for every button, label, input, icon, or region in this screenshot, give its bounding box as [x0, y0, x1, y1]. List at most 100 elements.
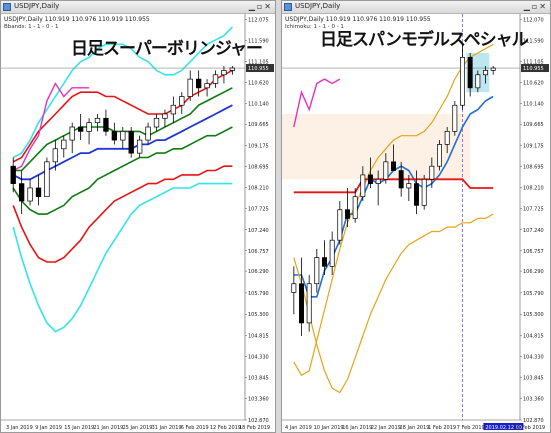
- candle: [375, 178, 381, 184]
- y-tick-label: 111.105: [248, 59, 269, 65]
- lagging-span-line: [293, 78, 341, 128]
- chart-window-left[interactable]: USDJPY,Daily ▁▫✕ 112.075 111.590 111.105 11…: [0, 0, 276, 433]
- chart-window-icon: [3, 3, 11, 11]
- y-tick-label: 102.870: [248, 418, 269, 424]
- candle: [94, 117, 101, 124]
- series-line-4: [12, 126, 233, 215]
- candle: [195, 78, 202, 89]
- candle: [10, 165, 16, 184]
- candle: [69, 126, 75, 141]
- y-tick-label: 109.175: [523, 144, 544, 150]
- window-title: USDJPY,Daily: [14, 2, 60, 10]
- y-tick-label: 110.140: [248, 102, 269, 108]
- y-tick-label: 110.140: [523, 102, 544, 108]
- symbol-line: USDJPY,Daily 110.919 110.976 110.919 110…: [285, 16, 431, 23]
- window-titlebar[interactable]: USDJPY,Daily ▁▫✕: [1, 1, 275, 14]
- x-tick-label: 6 Feb 2019: [181, 425, 209, 431]
- x-tick-label: 31 Jan 2019: [152, 425, 182, 431]
- series-line-5: [12, 165, 233, 263]
- lagging-span-line: [12, 82, 90, 172]
- x-tick-label: 4 Jan 2019: [285, 425, 312, 431]
- candle: [61, 139, 67, 150]
- candle: [77, 126, 84, 132]
- y-tick-label: 111.105: [523, 59, 544, 65]
- window-controls-icon[interactable]: ▁▫✕: [523, 2, 548, 11]
- y-tick-label: 106.757: [523, 249, 544, 255]
- y-tick-label: 107.240: [248, 228, 269, 234]
- candle: [314, 257, 320, 285]
- candle: [452, 104, 458, 132]
- x-tick-label: 16 Jan 2019: [342, 425, 372, 431]
- candle: [368, 174, 373, 184]
- y-tick-label: 103.845: [248, 376, 269, 382]
- candle: [44, 161, 50, 198]
- y-tick-label: 107.240: [523, 228, 544, 234]
- candle: [383, 161, 389, 180]
- y-tick-label: 108.695: [248, 164, 269, 170]
- candle: [170, 104, 177, 115]
- candle: [179, 96, 185, 106]
- plot-area-right[interactable]: 112.070 111.590 111.105 110.620 110.140 109.6…: [282, 14, 550, 432]
- candle: [299, 283, 304, 324]
- y-tick-label: 112.070: [523, 17, 544, 23]
- series-line-6: [12, 182, 233, 333]
- y-tick-label: 104.330: [523, 354, 544, 360]
- x-tick-label: 22 Jan 2019: [371, 425, 401, 431]
- x-tick-label: 3 Jan 2019: [6, 425, 33, 431]
- chart-window-right[interactable]: USDJPY,Daily ▁▫✕ 112.070 111.590 111.105 11…: [281, 0, 551, 433]
- candle: [128, 131, 134, 154]
- candle: [306, 283, 312, 324]
- window-titlebar[interactable]: USDJPY,Daily ▁▫✕: [282, 1, 550, 14]
- candle: [103, 117, 109, 132]
- y-tick-label: 104.815: [523, 333, 544, 339]
- super-bollinger-chart[interactable]: 112.075 111.590 111.105 110.620 110.140 109.6…: [1, 14, 275, 432]
- x-tick-label: 12 Feb 2019: [210, 425, 241, 431]
- candle: [136, 139, 143, 154]
- y-tick-label: 103.360: [523, 397, 544, 403]
- candle: [429, 165, 435, 180]
- series-line-3: [293, 213, 494, 394]
- window-title: USDJPY,Daily: [295, 2, 341, 10]
- window-controls-icon[interactable]: ▁▫✕: [248, 2, 273, 11]
- price-label: 110.955: [523, 66, 544, 72]
- candle: [398, 170, 404, 189]
- candle: [204, 83, 210, 89]
- y-tick-label: 106.290: [248, 269, 269, 275]
- candle: [27, 187, 33, 202]
- series-line-3: [12, 104, 233, 181]
- y-tick-label: 109.175: [248, 144, 269, 150]
- candle: [483, 70, 488, 76]
- candle: [52, 148, 59, 163]
- y-tick-label: 105.790: [523, 291, 544, 297]
- candle: [162, 113, 168, 119]
- series-line-1: [12, 69, 233, 163]
- x-tick-label: 15 Jan 2019: [64, 425, 94, 431]
- candle: [475, 74, 481, 89]
- chart-window-icon: [284, 3, 292, 11]
- x-tick-label: 10 Jan 2019: [314, 425, 344, 431]
- y-tick-label: 109.665: [523, 122, 544, 128]
- x-tick-label: 18 Feb 2019: [239, 425, 270, 431]
- candle: [329, 239, 335, 267]
- y-tick-label: 108.695: [523, 164, 544, 170]
- plot-area-left[interactable]: 112.075 111.590 111.105 110.620 110.140 109.6…: [1, 14, 275, 432]
- candle: [406, 183, 412, 189]
- candle: [145, 126, 151, 141]
- price-label: 110.955: [248, 66, 269, 72]
- candle: [345, 209, 350, 219]
- candle: [352, 196, 358, 219]
- candle: [322, 257, 327, 267]
- x-tick-label: 19 Feb 2019: [514, 425, 545, 431]
- y-tick-label: 102.870: [523, 418, 544, 424]
- y-tick-label: 103.845: [523, 376, 544, 382]
- overlay-title: 日足スパンモデルスペシャル: [320, 30, 529, 50]
- series-line-0: [293, 43, 494, 377]
- x-tick-label: 9 Jan 2019: [35, 425, 62, 431]
- y-tick-label: 103.360: [248, 397, 269, 403]
- span-model-chart[interactable]: 112.070 111.590 111.105 110.620 110.140 109.6…: [282, 14, 550, 432]
- price-label-box: [246, 64, 274, 73]
- selected-date-box: [483, 423, 524, 430]
- y-tick-label: 105.300: [248, 312, 269, 318]
- y-tick-label: 110.620: [248, 81, 269, 87]
- candle: [360, 174, 366, 198]
